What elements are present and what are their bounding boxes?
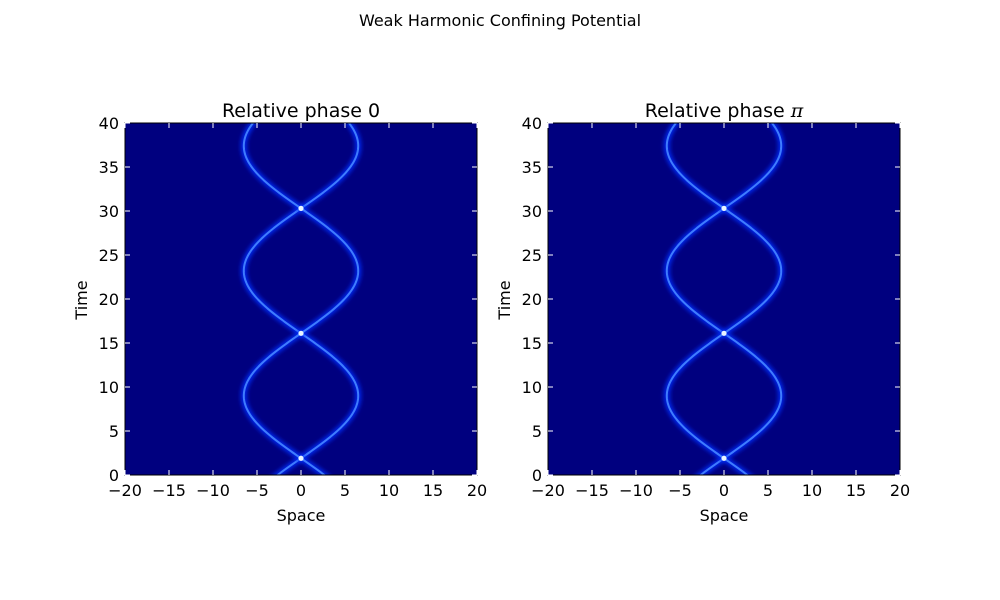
y-tick-label: 40 (522, 114, 542, 133)
heatmap-background (548, 123, 900, 475)
panel-relative-phase-0: Relative phase 0 −20 −15 −10 −5 0 5 10 15 20 0 5 10… (72, 100, 487, 525)
y-tick-label: 5 (109, 422, 119, 441)
x-tick-label: 20 (467, 481, 487, 500)
y-tick-label: 25 (522, 246, 542, 265)
collision-point (721, 330, 727, 336)
x-axis-label: Space (277, 506, 326, 525)
x-tick-label: −5 (668, 481, 692, 500)
x-tick-label: 5 (763, 481, 773, 500)
y-tick-label: 25 (99, 246, 119, 265)
x-axis-label: Space (700, 506, 749, 525)
plot-area (124, 122, 478, 476)
collision-point (721, 455, 727, 461)
x-tick-label: −10 (196, 481, 230, 500)
heatmap-background (125, 123, 477, 475)
x-tick-label: 10 (379, 481, 399, 500)
y-axis-label: Time (72, 280, 91, 320)
soliton-trajectory-1 (242, 123, 360, 475)
ticks: −20 −15 −10 −5 0 5 10 15 20 0 5 10 15 20 25 30 35 40 (522, 114, 911, 500)
x-tick-label: 0 (719, 481, 729, 500)
x-tick-label: 10 (802, 481, 822, 500)
y-tick-label: 15 (522, 334, 542, 353)
x-tick-label: 15 (423, 481, 443, 500)
x-tick-label: 20 (890, 481, 910, 500)
plot-area (547, 122, 901, 476)
y-tick-label: 40 (99, 114, 119, 133)
y-tick-label: 35 (522, 158, 542, 177)
panel-title: Relative phase π (645, 100, 804, 122)
panel-title: Relative phase 0 (222, 100, 380, 122)
soliton-trajectory-2 (242, 123, 360, 475)
x-tick-label: 0 (296, 481, 306, 500)
y-tick-label: 30 (99, 202, 119, 221)
soliton-trajectory-2 (665, 123, 783, 475)
x-tick-label: −20 (531, 481, 565, 500)
x-tick-label: −15 (152, 481, 186, 500)
y-tick-label: 20 (99, 290, 119, 309)
x-tick-label: −15 (575, 481, 609, 500)
x-tick-label: −10 (619, 481, 653, 500)
ticks: −20 −15 −10 −5 0 5 10 15 20 0 5 10 15 20 25 30 35 40 (99, 114, 488, 500)
x-tick-label: −5 (245, 481, 269, 500)
soliton-trajectory-1 (665, 123, 783, 475)
y-tick-label: 10 (522, 378, 542, 397)
y-axis-label: Time (495, 280, 514, 320)
figure-suptitle: Weak Harmonic Confining Potential (359, 11, 641, 30)
collision-point (298, 330, 304, 336)
y-tick-label: 15 (99, 334, 119, 353)
x-tick-label: 5 (340, 481, 350, 500)
y-tick-label: 10 (99, 378, 119, 397)
collision-point (298, 455, 304, 461)
y-tick-label: 0 (532, 466, 542, 485)
panel-relative-phase-pi: Relative phase π −20 −15 −10 −5 0 5 10 15 20 0 5 10… (495, 100, 910, 525)
y-tick-label: 5 (532, 422, 542, 441)
y-tick-label: 0 (109, 466, 119, 485)
collision-point (721, 205, 727, 211)
x-tick-label: −20 (108, 481, 142, 500)
y-tick-label: 20 (522, 290, 542, 309)
y-tick-label: 30 (522, 202, 542, 221)
collision-point (298, 205, 304, 211)
y-tick-label: 35 (99, 158, 119, 177)
x-tick-label: 15 (846, 481, 866, 500)
